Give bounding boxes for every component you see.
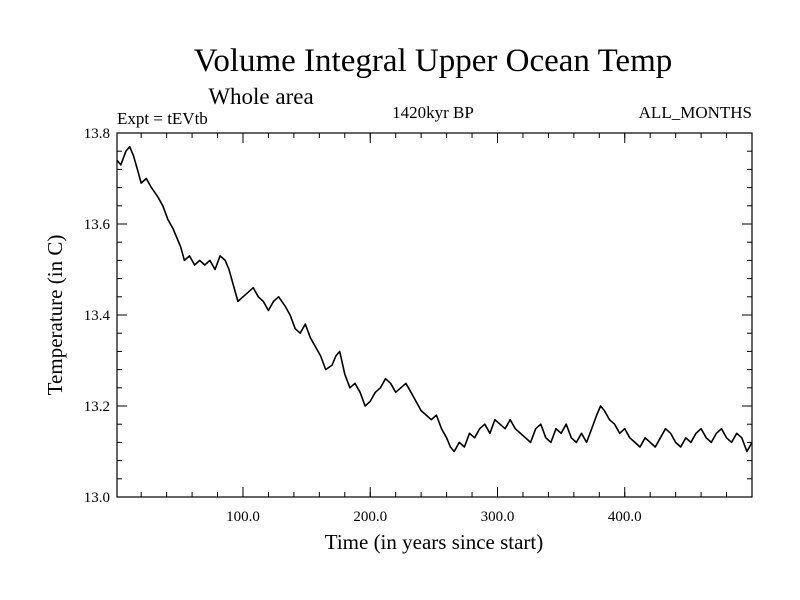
- x-tick-label: 200.0: [353, 509, 387, 525]
- months-label: ALL_MONTHS: [639, 103, 752, 122]
- y-tick-label: 13.2: [84, 399, 110, 415]
- y-tick-label: 13.4: [84, 308, 111, 324]
- experiment-label: Expt = tEVtb: [117, 109, 208, 128]
- y-tick-label: 13.6: [84, 217, 111, 233]
- axis-ticks: [117, 132, 752, 498]
- x-tick-label: 100.0: [226, 509, 260, 525]
- x-axis-label: Time (in years since start): [325, 530, 544, 554]
- y-tick-label: 13.8: [84, 126, 110, 142]
- chart-subtitle: Whole area: [208, 84, 313, 109]
- chart-title: Volume Integral Upper Ocean Temp: [194, 43, 672, 79]
- x-tick-label: 400.0: [608, 509, 642, 525]
- plot-frame: [116, 132, 753, 498]
- y-tick-label: 13.0: [84, 490, 110, 506]
- tick-labels: 100.0 200.0 300.0 400.0 13.0 13.2 13.4 13.6 13.8: [84, 126, 642, 525]
- series-line: [116, 145, 753, 453]
- x-tick-label: 300.0: [481, 509, 515, 525]
- y-axis-label: Temperature (in C): [43, 235, 67, 396]
- period-label: 1420kyr BP: [392, 103, 474, 122]
